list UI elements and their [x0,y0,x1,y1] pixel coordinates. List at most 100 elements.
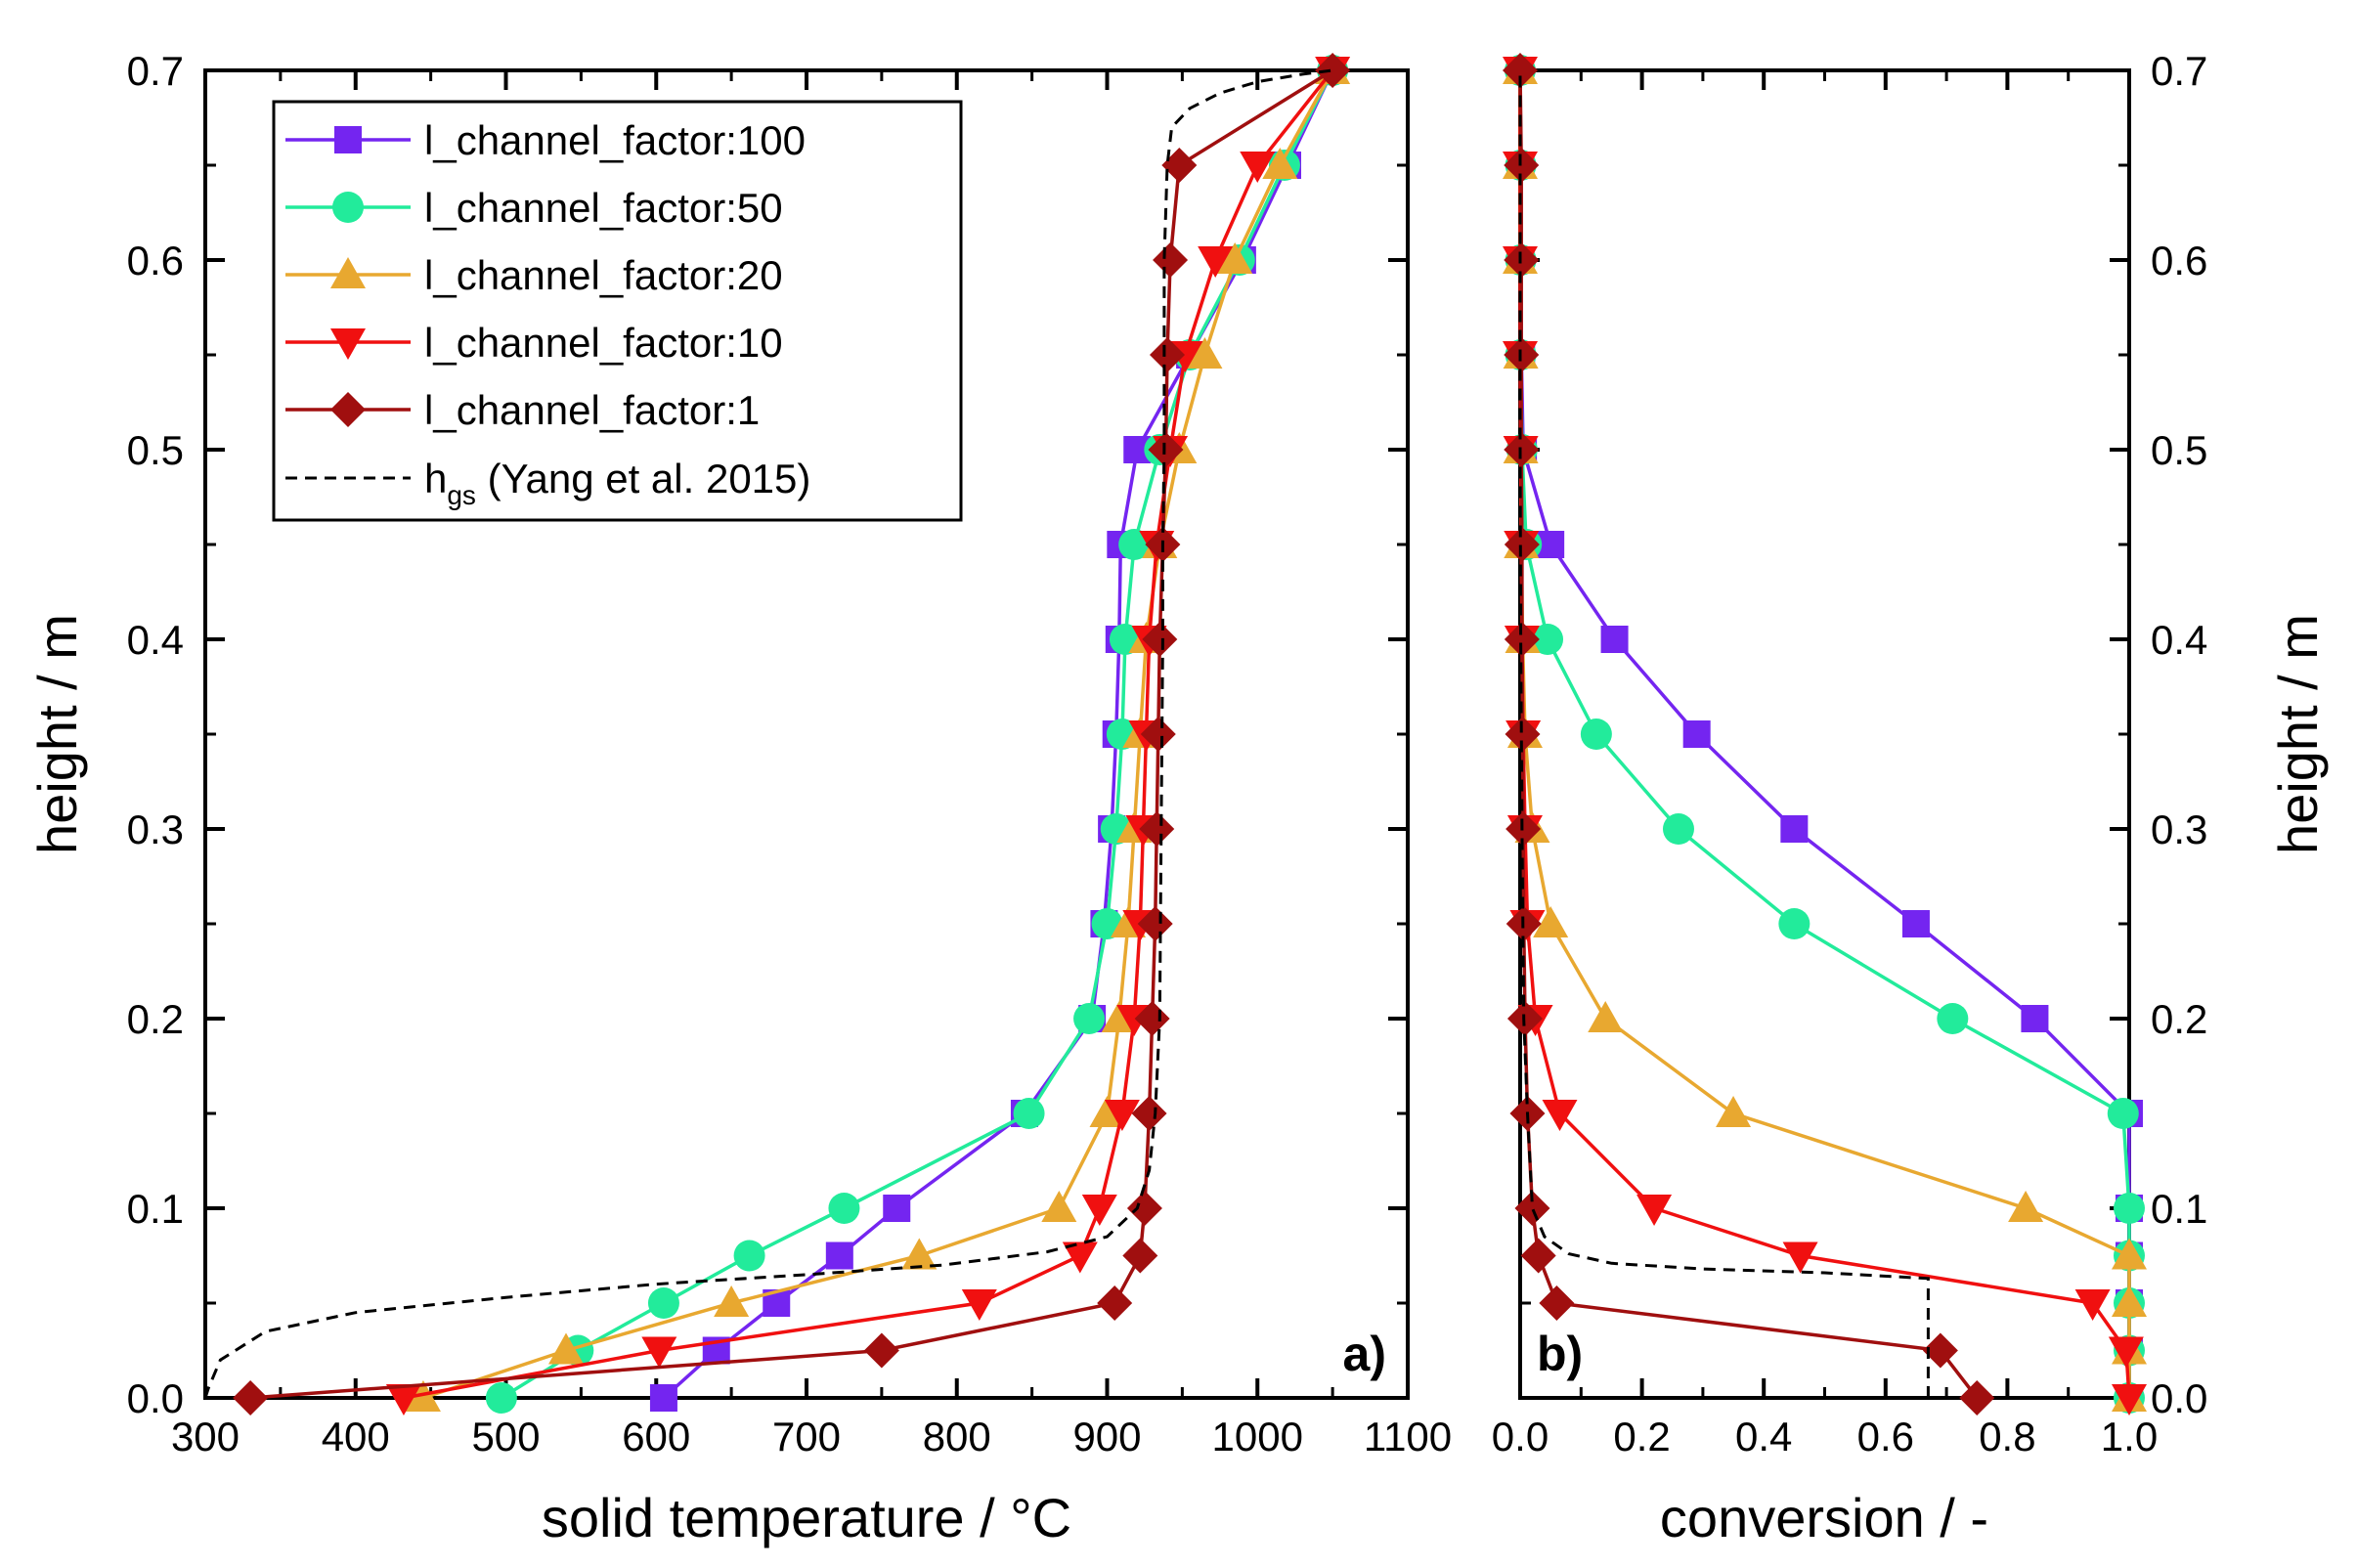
data-point [1532,624,1564,655]
legend-entries: l_channel_factor:100 l_channel_factor:50l… [285,117,806,433]
data-point [1782,1241,1818,1274]
legend-label: l_channel_factor:20 [424,252,783,298]
legend-label: l_channel_factor:1 [424,387,760,433]
y-tick-label: 0.3 [2151,806,2207,852]
x-tick-label: 0.8 [1979,1414,2035,1459]
series-1 [1505,55,2145,1414]
data-point [1137,906,1173,941]
series-5 [1518,70,1930,1398]
data-point [863,1332,899,1369]
data-point [1520,1238,1556,1274]
legend-label: l_channel_factor:10 [424,320,783,366]
y-tick-label: 0.2 [127,996,184,1042]
panel-a: 300 400 500 600 700 800 900 1000 1100 0.0 0.1 0.2 0.… [26,48,1452,1548]
data-point [1118,529,1151,560]
data-point [901,1238,938,1270]
data-point [1140,717,1176,752]
y-tick-label: 0.2 [2151,996,2207,1042]
data-point [1505,717,1541,752]
data-point [714,1285,750,1317]
data-point [385,1384,421,1416]
data-point [1198,246,1234,278]
data-point [1240,152,1276,183]
data-point [2108,1336,2144,1369]
data-point [1959,1380,1995,1416]
data-point [1600,626,1629,653]
panel-a-xlabel: solid temperature / °C [542,1487,1071,1548]
data-point [1097,1285,1133,1321]
legend-entry: l_channel_factor:100 [285,117,806,163]
x-tick-label: 1.0 [2101,1414,2158,1459]
x-tick-label: 500 [471,1414,540,1459]
data-point [1636,1195,1673,1226]
y-tick-label: 0.3 [127,806,184,852]
series-line [1518,70,1930,1398]
legend-entry: l_channel_factor:1 [285,387,760,433]
x-tick-label: 0.6 [1857,1414,1914,1459]
series-5 [203,68,1333,1399]
y-tick-label: 0.4 [2151,617,2207,663]
data-point [485,1382,517,1414]
data-point [1062,1241,1098,1274]
panel-a-ylabel: height / m [26,614,88,854]
data-point [1778,908,1811,939]
y-tick-label: 0.7 [127,48,184,94]
data-point [233,1380,269,1416]
data-point [1901,910,1930,937]
y-tick-label: 0.6 [2151,238,2207,283]
data-point [1503,53,1538,88]
data-point [2112,1238,2147,1270]
panel-b-xlabel: conversion / - [1660,1487,1988,1548]
data-point [1142,622,1178,657]
y-tick-label: 0.1 [127,1186,184,1232]
panel-b-label: b) [1537,1327,1583,1381]
data-point [548,1332,584,1365]
data-point [1580,719,1612,750]
data-point [1262,148,1298,179]
series-line [203,68,1333,1399]
data-point [733,1240,765,1272]
data-point [1153,242,1189,278]
data-point [883,1195,911,1222]
data-point [1131,1096,1167,1131]
data-point [2112,1384,2147,1416]
legend-marker [330,392,366,427]
y-tick-label: 0.5 [2151,427,2207,473]
data-point [641,1336,677,1369]
legend-marker [334,126,362,153]
data-point [1126,1191,1162,1226]
data-point [1217,242,1253,274]
data-point [1081,1195,1117,1226]
panel-b-ticks: 0.0 0.2 0.4 0.6 0.8 1.00.00.10.20.30.40.50.60… [1492,48,2208,1459]
data-point [1504,527,1540,562]
data-point [1780,815,1809,843]
data-point [825,1241,853,1270]
y-tick-label: 0.7 [2151,48,2207,94]
x-tick-label: 800 [923,1414,991,1459]
data-point [2074,1289,2111,1321]
data-point [1533,906,1569,937]
panel-b-series [1503,53,2147,1416]
legend-hgs-main: h [424,456,447,501]
legend-entry: l_channel_factor:20 [285,252,783,298]
legend-hgs-sub: gs [447,480,476,510]
data-point [1187,337,1223,369]
legend-entry: l_channel_factor:50 [285,185,783,231]
y-tick-label: 0.4 [127,617,184,663]
x-tick-label: 0.2 [1613,1414,1670,1459]
y-tick-label: 0.0 [127,1375,184,1421]
legend-hgs-rest: (Yang et al. 2015) [476,456,810,501]
legend-entry: l_channel_factor:10 [285,320,783,366]
data-point [1150,337,1185,372]
series-4 [1503,53,1995,1416]
data-point [1148,432,1184,467]
data-point [1139,811,1175,847]
y-tick-label: 0.6 [127,238,184,283]
legend-marker [332,192,364,223]
legend-box [272,100,963,522]
panel-a-series [203,53,1351,1416]
y-tick-label: 0.5 [127,427,184,473]
panel-b-ylabel: height / m [2267,614,2329,854]
data-point [2021,1005,2049,1032]
data-point [1716,1096,1752,1127]
